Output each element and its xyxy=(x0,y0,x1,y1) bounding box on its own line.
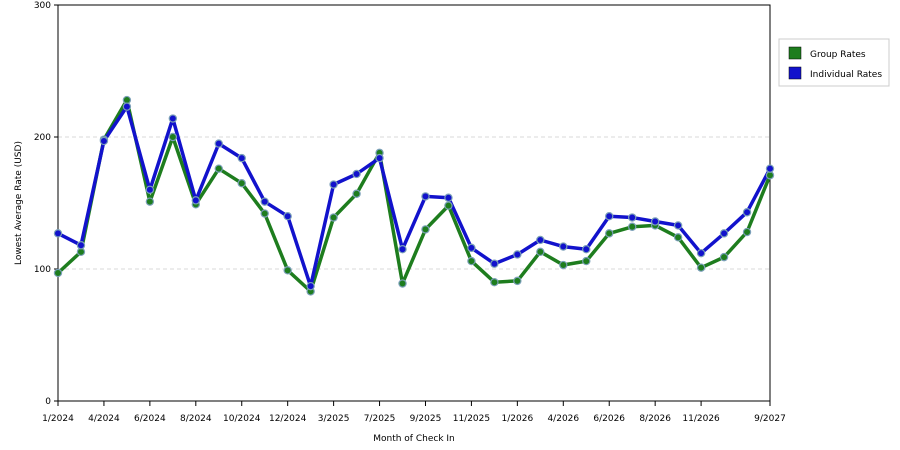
data-point-group-rates xyxy=(467,256,476,266)
data-point-individual-rates xyxy=(260,197,269,206)
data-point-group-rates xyxy=(329,213,338,222)
data-point-individual-rates xyxy=(627,213,637,222)
data-point-group-rates xyxy=(352,189,361,198)
data-point-group-rates xyxy=(444,201,453,210)
data-series xyxy=(53,95,775,296)
x-tick-label: 1/2026 xyxy=(502,414,534,424)
plot-frame xyxy=(57,4,771,402)
legend-label-individual-rates: Individual Rates xyxy=(810,70,882,80)
legend-swatch-group-rates xyxy=(788,46,802,60)
data-point-group-rates xyxy=(145,197,155,206)
x-tick-label: 11/2025 xyxy=(453,414,490,424)
data-point-individual-rates xyxy=(650,217,660,226)
data-point-individual-rates xyxy=(76,241,86,250)
x-tick-label: 12/2024 xyxy=(269,414,307,424)
data-point-group-rates xyxy=(398,279,407,288)
data-point-group-rates xyxy=(536,247,545,257)
x-tick-label: 11/2026 xyxy=(682,414,720,424)
data-point-group-rates xyxy=(53,268,63,278)
axes xyxy=(54,4,771,406)
x-tick-label: 3/2025 xyxy=(318,414,350,424)
x-axis-title: Month of Check In xyxy=(373,434,455,444)
series-line-group-rates xyxy=(56,98,772,294)
data-point-individual-rates xyxy=(719,229,729,238)
data-point-group-rates xyxy=(719,252,729,262)
x-tick-label: 9/2027 xyxy=(754,414,786,424)
data-point-individual-rates xyxy=(421,192,430,201)
data-point-individual-rates xyxy=(742,208,752,217)
data-point-individual-rates xyxy=(536,235,545,245)
data-point-group-rates xyxy=(627,222,637,231)
x-tick-label: 8/2026 xyxy=(639,414,671,424)
data-point-individual-rates xyxy=(559,242,568,251)
data-point-group-rates xyxy=(490,278,499,287)
data-point-group-rates xyxy=(168,132,178,142)
x-tick-label: 6/2026 xyxy=(593,414,625,424)
data-point-group-rates xyxy=(260,209,269,218)
data-point-individual-rates xyxy=(513,250,522,259)
y-tick-label: 100 xyxy=(34,265,51,275)
data-point-individual-rates xyxy=(191,196,201,205)
x-tick-label: 10/2024 xyxy=(223,414,261,424)
data-point-group-rates xyxy=(237,178,246,188)
data-point-group-rates xyxy=(559,260,568,270)
data-point-individual-rates xyxy=(765,164,775,173)
data-point-group-rates xyxy=(696,263,706,272)
data-point-individual-rates xyxy=(673,221,683,230)
data-point-individual-rates xyxy=(352,169,361,179)
legend-label-group-rates: Group Rates xyxy=(810,50,866,60)
x-tick-label: 1/2024 xyxy=(42,414,74,424)
x-tick-label: 4/2026 xyxy=(547,414,579,424)
x-tick-label: 6/2024 xyxy=(134,414,166,424)
data-point-group-rates xyxy=(673,233,683,242)
legend: Group Rates Individual Rates xyxy=(778,38,890,87)
data-point-group-rates xyxy=(283,266,292,275)
data-point-individual-rates xyxy=(605,211,614,221)
y-axis-title: Lowest Average Rate (USD) xyxy=(14,141,24,265)
tick-labels: 0 100 200 300 1/2024 4/2024 6/2024 8/2024 10/202… xyxy=(34,1,786,424)
data-point-individual-rates xyxy=(283,211,292,221)
data-point-group-rates xyxy=(742,227,752,237)
data-point-group-rates xyxy=(513,276,522,286)
data-point-individual-rates xyxy=(444,193,453,202)
data-point-individual-rates xyxy=(214,139,223,148)
y-tick-label: 200 xyxy=(34,133,51,143)
x-tick-label: 9/2025 xyxy=(410,414,442,424)
y-tick-label: 300 xyxy=(34,1,51,11)
x-tick-label: 8/2024 xyxy=(180,414,212,424)
data-point-individual-rates xyxy=(53,229,63,238)
data-point-individual-rates xyxy=(237,153,246,163)
data-point-individual-rates xyxy=(122,102,132,111)
data-point-individual-rates xyxy=(375,153,384,163)
data-point-group-rates xyxy=(214,164,223,173)
data-point-group-rates xyxy=(605,229,614,238)
data-point-individual-rates xyxy=(99,136,109,146)
data-point-individual-rates xyxy=(145,185,155,194)
data-point-individual-rates xyxy=(490,259,499,268)
data-point-individual-rates xyxy=(582,244,591,254)
data-point-group-rates xyxy=(582,256,591,266)
data-point-individual-rates xyxy=(398,244,407,254)
y-tick-label: 0 xyxy=(45,397,51,407)
data-point-individual-rates xyxy=(696,248,706,258)
data-point-individual-rates xyxy=(168,114,178,123)
x-tick-label: 7/2025 xyxy=(364,414,396,424)
x-tick-label: 4/2024 xyxy=(88,414,120,424)
data-point-group-rates xyxy=(421,225,430,234)
data-point-individual-rates xyxy=(306,281,315,291)
data-point-individual-rates xyxy=(329,180,338,189)
legend-swatch-individual-rates xyxy=(788,66,802,80)
data-point-individual-rates xyxy=(467,243,476,253)
